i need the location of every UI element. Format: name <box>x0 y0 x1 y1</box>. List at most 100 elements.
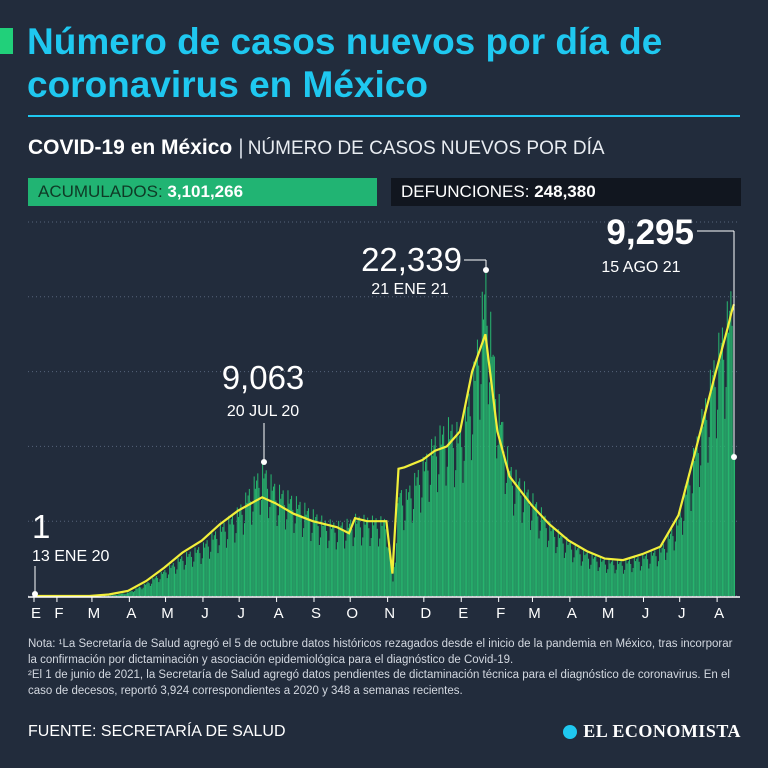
case-bar <box>355 513 357 596</box>
case-bar <box>391 570 393 596</box>
case-bar <box>352 546 354 596</box>
x-tick-label: J <box>237 605 245 622</box>
case-bar <box>572 562 574 596</box>
case-bar <box>622 573 624 596</box>
case-bar <box>688 473 690 596</box>
case-bar <box>615 569 617 596</box>
case-bar <box>112 595 114 596</box>
case-bar <box>365 520 367 596</box>
case-bar <box>673 550 675 596</box>
case-bar <box>164 569 166 596</box>
x-tick-label: N <box>384 605 395 622</box>
case-bar <box>507 446 509 596</box>
case-bar <box>204 547 206 596</box>
x-tick-label: J <box>678 605 686 622</box>
case-bar <box>600 556 602 596</box>
case-bar <box>709 369 711 596</box>
case-bar <box>374 521 376 596</box>
case-bar <box>250 501 252 596</box>
case-bar <box>509 470 511 596</box>
case-bar <box>332 525 334 596</box>
case-bar <box>404 520 406 596</box>
case-bar <box>457 443 459 596</box>
case-bar <box>340 525 342 596</box>
deaths-value: 248,380 <box>534 182 596 201</box>
case-bar <box>166 578 168 596</box>
case-bar <box>111 595 113 596</box>
case-bar <box>178 561 180 596</box>
case-bar <box>480 384 482 596</box>
case-bar <box>619 562 621 596</box>
case-bar <box>123 593 125 596</box>
case-bar <box>245 492 247 596</box>
case-bar <box>484 294 486 596</box>
case-bar <box>435 456 437 596</box>
case-bar <box>475 359 477 596</box>
title-accent-bar <box>0 28 13 54</box>
case-bar <box>718 332 720 596</box>
case-bar <box>711 391 713 596</box>
annotation-dot <box>731 454 737 460</box>
chart-subtitle: COVID-19 en México | NÚMERO DE CASOS NUEVO… <box>28 136 605 160</box>
x-tick-label: A <box>274 605 284 622</box>
case-bar <box>580 565 582 596</box>
case-bar <box>140 587 142 596</box>
case-bar <box>479 419 481 596</box>
case-bar <box>371 515 373 596</box>
case-bar <box>672 536 674 596</box>
case-bar <box>167 574 169 596</box>
case-bar <box>472 434 474 596</box>
case-bar <box>416 477 418 596</box>
case-bar <box>551 528 553 596</box>
case-bar <box>491 356 493 596</box>
case-bar <box>415 485 417 596</box>
case-bar <box>169 565 171 596</box>
case-bar <box>192 566 194 596</box>
case-bar <box>501 422 503 596</box>
case-bar <box>339 529 341 596</box>
case-bar <box>223 522 225 596</box>
case-bar <box>163 571 165 596</box>
case-bar <box>568 543 570 596</box>
case-bar <box>327 548 329 596</box>
case-bar <box>262 460 264 596</box>
case-bar <box>120 593 122 596</box>
case-bar <box>196 549 198 596</box>
case-bar <box>590 564 592 596</box>
case-bar <box>212 539 214 596</box>
case-bar <box>183 569 185 596</box>
case-bar <box>293 532 295 596</box>
case-bar <box>514 503 516 596</box>
case-bar <box>240 504 242 596</box>
case-bar <box>439 425 441 596</box>
case-bar <box>386 546 388 596</box>
footnote-line-1: Nota: ¹La Secretaría de Salud agregó el … <box>28 638 733 666</box>
case-bar <box>499 424 501 596</box>
case-bar <box>463 460 465 596</box>
case-bar <box>242 534 244 596</box>
case-bar <box>117 594 119 596</box>
case-bar <box>631 572 633 596</box>
cumulative-cases-box: ACUMULADOS: 3,101,266 <box>28 178 377 206</box>
case-bar <box>489 382 491 596</box>
case-bar <box>160 571 162 596</box>
case-bar <box>695 448 697 596</box>
case-bar <box>142 587 144 596</box>
case-bar <box>129 591 131 596</box>
case-bar <box>205 543 207 596</box>
case-bar <box>367 517 369 596</box>
case-bar <box>279 484 281 596</box>
case-bar <box>345 540 347 596</box>
case-bar <box>128 592 130 596</box>
case-bar <box>476 339 478 596</box>
case-bar <box>263 478 265 596</box>
case-bar <box>159 579 161 596</box>
page-title: Número de casos nuevos por día de corona… <box>27 21 663 105</box>
case-bar <box>597 570 599 596</box>
case-bar <box>598 567 600 596</box>
case-bar <box>299 501 301 596</box>
case-bar <box>699 487 701 596</box>
x-tick-label: E <box>458 605 468 622</box>
case-bar <box>234 542 236 596</box>
case-bar <box>554 536 556 596</box>
